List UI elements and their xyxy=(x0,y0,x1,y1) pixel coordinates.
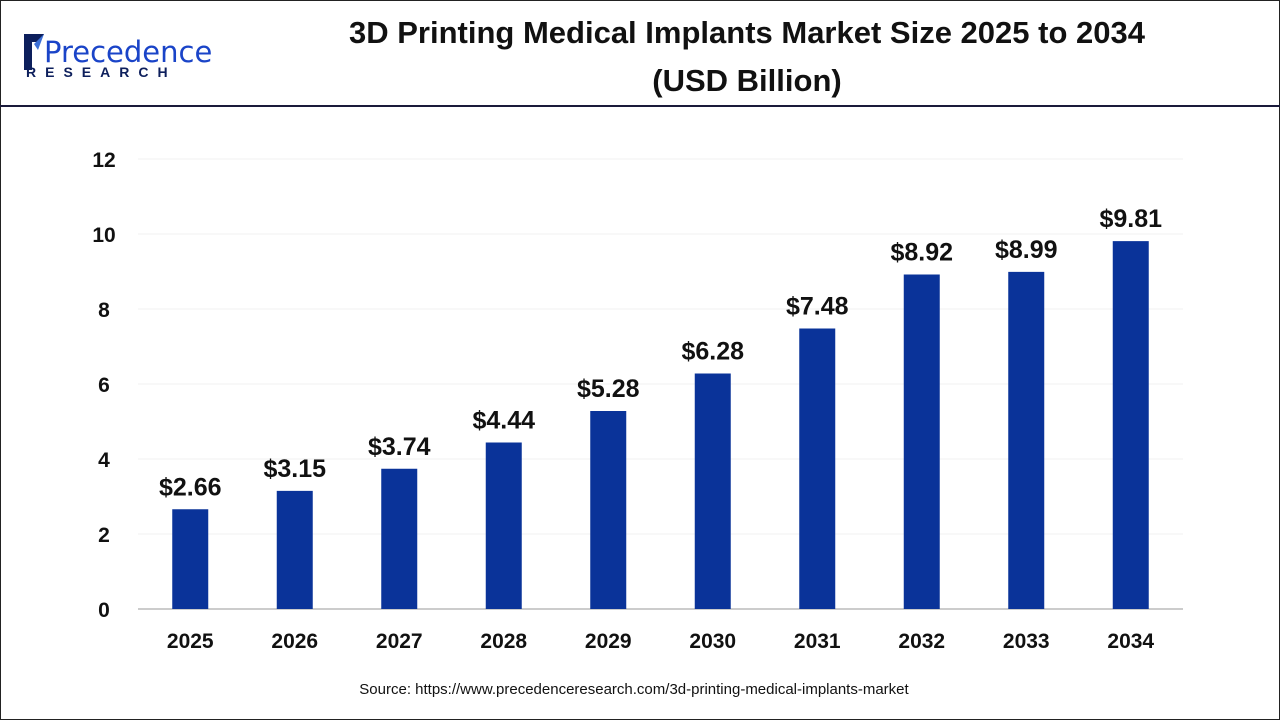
x-tick-label: 2033 xyxy=(1003,630,1050,653)
bar-2029 xyxy=(590,411,627,609)
data-label: $6.28 xyxy=(681,338,744,366)
data-label: $4.44 xyxy=(472,407,535,435)
logo: Precedence RESEARCH xyxy=(24,34,212,80)
x-tick-label: 2032 xyxy=(898,630,945,653)
data-label: $9.81 xyxy=(1099,205,1162,233)
data-label: $2.66 xyxy=(159,473,222,501)
x-tick-label: 2027 xyxy=(376,630,423,653)
data-label: $3.15 xyxy=(263,455,326,483)
logo-subtext: RESEARCH xyxy=(26,64,177,80)
bar-2033 xyxy=(1008,271,1045,609)
x-tick-label: 2026 xyxy=(271,630,318,653)
x-tick-label: 2030 xyxy=(689,630,736,653)
bar-2027 xyxy=(381,468,418,609)
data-label: $8.99 xyxy=(995,236,1058,264)
bar-2030 xyxy=(694,373,731,609)
data-label: $8.92 xyxy=(890,239,953,267)
data-label: $3.74 xyxy=(368,433,431,461)
y-tick-label: 2 xyxy=(98,524,110,547)
bar-2032 xyxy=(903,274,940,609)
data-label: $7.48 xyxy=(786,293,849,321)
x-tick-label: 2029 xyxy=(585,630,632,653)
y-tick-label: 4 xyxy=(98,449,110,472)
y-tick-label: 10 xyxy=(92,224,115,247)
y-tick-label: 6 xyxy=(98,374,110,397)
logo-text: Precedence xyxy=(44,35,212,69)
chart-title: 3D Printing Medical Implants Market Size… xyxy=(349,15,1146,50)
x-tick-label: 2034 xyxy=(1107,630,1154,653)
bar-2034 xyxy=(1112,241,1149,609)
data-label: $5.28 xyxy=(577,375,640,403)
y-tick-label: 12 xyxy=(92,149,115,172)
logo-mark-icon xyxy=(24,34,44,70)
bar-2028 xyxy=(485,442,522,609)
x-tick-label: 2031 xyxy=(794,630,841,653)
y-tick-label: 0 xyxy=(98,599,110,622)
bar-2031 xyxy=(799,328,836,609)
logo-arrow-icon xyxy=(34,34,44,50)
bar-2026 xyxy=(276,490,313,609)
bar-2025 xyxy=(172,509,209,609)
y-tick-label: 8 xyxy=(98,299,110,322)
chart-subtitle: (USD Billion) xyxy=(652,63,841,98)
source-note: Source: https://www.precedenceresearch.c… xyxy=(359,681,909,698)
x-tick-label: 2025 xyxy=(167,630,214,653)
x-tick-label: 2028 xyxy=(480,630,527,653)
